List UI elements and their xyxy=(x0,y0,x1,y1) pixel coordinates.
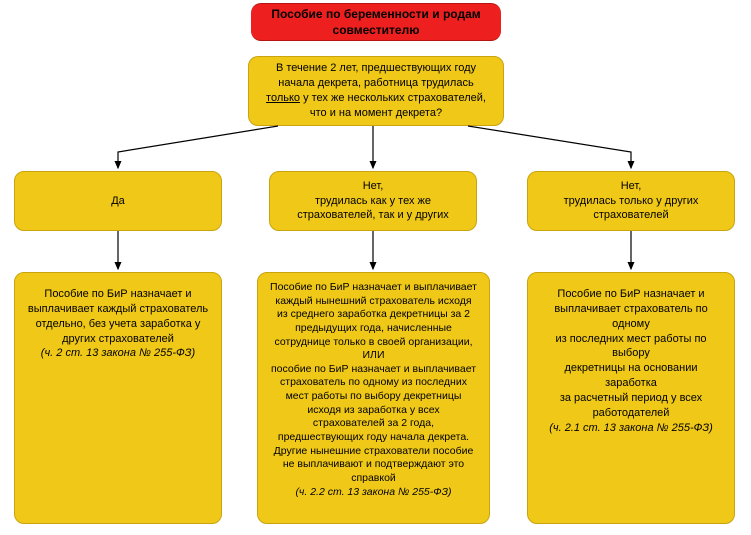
result-yes-line4: других страхователей xyxy=(62,332,174,347)
result-both-line9: мест работы по выбору декретницы xyxy=(286,390,462,404)
answer-no-both-line1: Нет, xyxy=(363,179,384,194)
result-yes-node: Пособие по БиР назначает и выплачивает к… xyxy=(14,272,222,524)
result-both-line2: каждый нынешний страхователь исходя xyxy=(275,295,471,309)
result-other-line5: за расчетный период у всех xyxy=(560,391,702,406)
result-both-line11: страхователей за 2 года, xyxy=(313,417,434,431)
answer-no-other-line1: Нет, xyxy=(621,179,642,194)
result-both-line10: исходя из заработка у всех xyxy=(307,404,439,418)
result-both-line7: пособие по БиР назначает и выплачивает xyxy=(271,363,476,377)
answer-no-other-line2: трудилась только у других xyxy=(564,194,699,209)
result-both-line12: предшествующих году начала декрета. xyxy=(278,431,469,445)
result-both-ref: (ч. 2.2 ст. 13 закона № 255-ФЗ) xyxy=(295,486,451,500)
question-line2: начала декрета, работница трудилась xyxy=(278,76,473,91)
result-other-line4: декретницы на основании заработка xyxy=(538,361,724,391)
result-both-line4: предыдущих года, начисленные xyxy=(295,322,452,336)
result-both-line1: Пособие по БиР назначает и выплачивает xyxy=(270,281,477,295)
result-yes-ref: (ч. 2 ст. 13 закона № 255-ФЗ) xyxy=(41,346,195,361)
flowchart-title: Пособие по беременности и родам совмести… xyxy=(251,3,501,41)
result-other-line3: из последних мест работы по выбору xyxy=(538,332,724,362)
result-both-line6: ИЛИ xyxy=(363,349,385,363)
answer-no-both-line3: страхователей, так и у других xyxy=(297,208,449,223)
title-line2: совместителю xyxy=(333,22,420,38)
question-line3-rest: у тех же нескольких страхователей, xyxy=(300,92,486,104)
result-yes-line1: Пособие по БиР назначает и xyxy=(44,287,191,302)
result-both-line15: справкой xyxy=(351,472,396,486)
result-both-line14: не выплачивают и подтверждают это xyxy=(283,458,464,472)
result-yes-line3: отдельно, без учета заработка у xyxy=(36,317,201,332)
question-line1: В течение 2 лет, предшествующих году xyxy=(276,61,476,76)
result-other-node: Пособие по БиР назначает и выплачивает с… xyxy=(527,272,735,524)
result-both-line3: из среднего заработка декретницы за 2 xyxy=(277,308,470,322)
result-other-line2: выплачивает страхователь по одному xyxy=(538,302,724,332)
title-line1: Пособие по беременности и родам xyxy=(271,6,480,22)
result-both-line5: сотруднице только в своей организации, xyxy=(275,336,473,350)
question-underlined: только xyxy=(266,92,300,104)
result-other-line1: Пособие по БиР назначает и xyxy=(557,287,704,302)
question-node: В течение 2 лет, предшествующих году нач… xyxy=(248,56,504,126)
result-yes-line2: выплачивает каждый страхователь xyxy=(28,302,208,317)
answer-no-both-line2: трудилась как у тех же xyxy=(315,194,431,209)
result-other-line6: работодателей xyxy=(593,406,670,421)
answer-no-both-node: Нет, трудилась как у тех же страхователе… xyxy=(269,171,477,231)
answer-no-other-node: Нет, трудилась только у других страховат… xyxy=(527,171,735,231)
question-line4: что и на момент декрета? xyxy=(310,106,442,121)
result-both-line8: страхователь по одному из последних xyxy=(280,376,467,390)
result-both-node: Пособие по БиР назначает и выплачивает к… xyxy=(257,272,490,524)
result-other-ref: (ч. 2.1 ст. 13 закона № 255-ФЗ) xyxy=(549,421,713,436)
answer-no-other-line3: страхователей xyxy=(593,208,668,223)
question-line3: только у тех же нескольких страхователей… xyxy=(266,91,486,106)
answer-yes-line1: Да xyxy=(111,194,125,209)
result-both-line13: Другие нынешние страхователи пособие xyxy=(274,445,474,459)
answer-yes-node: Да xyxy=(14,171,222,231)
